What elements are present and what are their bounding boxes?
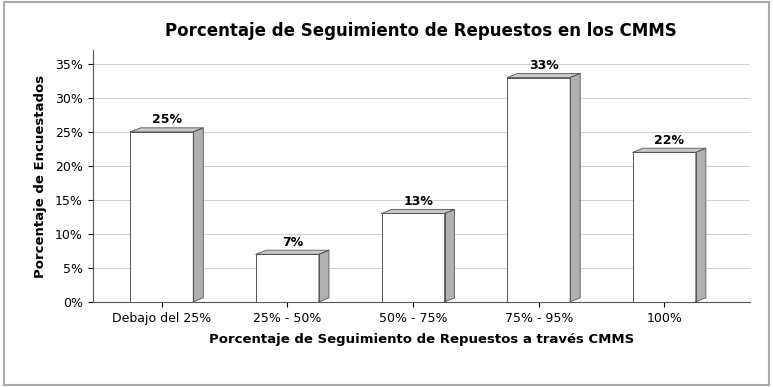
Text: 7%: 7%	[282, 236, 303, 249]
Polygon shape	[382, 209, 455, 214]
Polygon shape	[319, 250, 329, 302]
X-axis label: Porcentaje de Seguimiento de Repuestos a través CMMS: Porcentaje de Seguimiento de Repuestos a…	[209, 333, 634, 346]
Polygon shape	[131, 128, 203, 132]
Text: 13%: 13%	[404, 195, 433, 208]
Polygon shape	[256, 250, 329, 254]
Polygon shape	[444, 209, 455, 302]
Y-axis label: Porcentaje de Encuestados: Porcentaje de Encuestados	[34, 75, 47, 277]
Polygon shape	[696, 148, 706, 302]
Title: Porcentaje de Seguimiento de Repuestos en los CMMS: Porcentaje de Seguimiento de Repuestos e…	[165, 22, 677, 40]
Bar	[507, 77, 570, 302]
Text: 25%: 25%	[152, 113, 182, 127]
Bar	[633, 152, 696, 302]
Bar	[131, 132, 193, 302]
Text: 33%: 33%	[529, 59, 559, 72]
Polygon shape	[633, 148, 706, 152]
Polygon shape	[570, 74, 581, 302]
Polygon shape	[193, 128, 203, 302]
Polygon shape	[507, 74, 581, 77]
Text: 22%: 22%	[655, 134, 684, 147]
Bar	[382, 214, 444, 302]
Bar	[256, 254, 319, 302]
